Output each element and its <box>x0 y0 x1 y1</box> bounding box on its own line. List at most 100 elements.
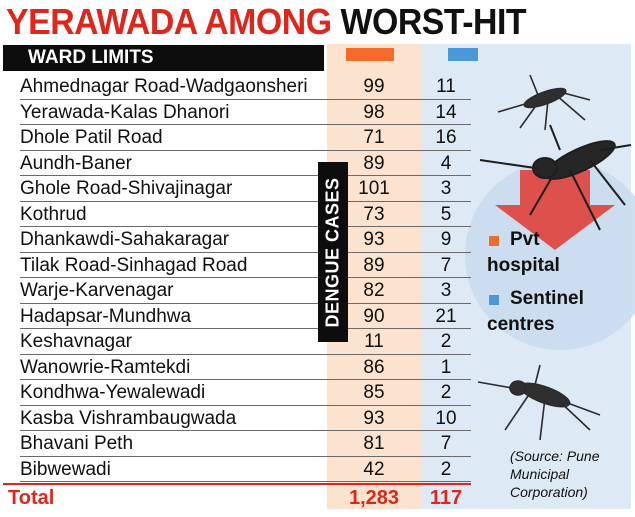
ward-name: Kothrud <box>20 203 87 225</box>
table-row: Hadapsar-Mundhwa 90 21 <box>0 304 631 330</box>
legend-sentinel-line1: Sentinel <box>510 288 584 309</box>
ward-name: Bibwewadi <box>20 458 111 480</box>
sentinel-value: 4 <box>440 152 452 174</box>
ward-name: Keshavnagar <box>20 331 132 352</box>
sentinel-value: 9 <box>440 229 452 250</box>
mosquito-icon <box>479 124 632 231</box>
table-row: Warje-Karvenagar 82 3 <box>0 278 631 304</box>
sentinel-value: 2 <box>440 382 452 403</box>
row-divider <box>20 353 471 355</box>
dengue-cases-label: DENGUE CASES <box>318 162 348 342</box>
table-row: Kasba Vishrambaugwada 93 10 <box>0 406 631 432</box>
legend-sentinel-swatch <box>489 295 499 305</box>
source-note: (Source: Pune Municipal Corporation) <box>510 448 600 500</box>
table-row: Ghole Road-Shivajinagar 101 3 <box>0 176 631 202</box>
pvt-value: 99 <box>363 76 385 97</box>
ward-name: Yerawada-Kalas Dhanori <box>20 101 230 123</box>
table-row: Tilak Road-Sinhagad Road 89 7 <box>0 253 631 279</box>
sentinel-value: 2 <box>440 331 452 352</box>
legend-sentinel-line2: centres <box>487 314 555 335</box>
legend-pvt-line2: hospital <box>487 255 560 276</box>
total-sentinel: 117 <box>429 487 463 509</box>
row-divider <box>20 328 471 329</box>
ward-name: Bhavani Peth <box>20 433 134 454</box>
pvt-value: 11 <box>364 331 384 352</box>
sentinel-value: 10 <box>435 407 457 429</box>
sentinel-value: 11 <box>436 76 456 97</box>
total-label: Total <box>8 487 55 509</box>
row-divider <box>20 379 471 380</box>
sentinel-value: 3 <box>440 280 452 301</box>
sentinel-value: 2 <box>440 458 452 480</box>
ward-name: Kondhwa-Yewalewadi <box>20 382 206 403</box>
table-row: Bhavani Peth 81 7 <box>0 431 631 457</box>
ward-name: Warje-Karvenagar <box>20 280 174 301</box>
mosquito-icon <box>477 364 601 441</box>
row-divider <box>20 404 471 406</box>
row-divider <box>20 481 471 482</box>
pvt-value: 73 <box>363 203 385 225</box>
sentinel-value: 14 <box>435 101 457 123</box>
pvt-header-swatch <box>346 48 394 61</box>
sentinel-value: 1 <box>440 356 452 378</box>
title-part-black: WORST-HIT <box>340 1 527 42</box>
row-divider <box>20 98 471 100</box>
table-row: Bibwewadi 42 2 <box>0 457 631 483</box>
table-row: Ahmednagar Road-Wadgaonsheri 99 11 <box>0 74 631 100</box>
row-divider <box>20 175 471 176</box>
row-divider <box>20 251 471 253</box>
table-row: Dhankawdi-Sahakaragar 93 9 <box>0 227 631 253</box>
table-row: Yerawada-Kalas Dhanori 98 14 <box>0 100 631 126</box>
table-row: Keshavnagar 11 2 <box>0 329 631 355</box>
ward-limits-header: WARD LIMITS <box>3 45 324 71</box>
pvt-value: 42 <box>363 458 385 480</box>
pvt-value: 93 <box>363 407 385 429</box>
title-part-red: YERAWADA AMONG <box>6 1 332 42</box>
ward-name: Tilak Road-Sinhagad Road <box>20 254 248 276</box>
legend-pvt-swatch <box>489 236 499 246</box>
arrow-icon <box>495 170 615 250</box>
pvt-value: 93 <box>363 229 385 250</box>
table-row: Dhole Patil Road 71 16 <box>0 125 631 151</box>
row-divider <box>20 149 471 151</box>
legend-pvt-line1: Pvt <box>510 229 540 250</box>
row-divider <box>20 200 471 202</box>
ward-name: Ghole Road-Shivajinagar <box>20 178 233 199</box>
pvt-value: 90 <box>363 305 385 327</box>
ward-name: Wanowrie-Ramtekdi <box>20 356 191 378</box>
table-row: Aundh-Baner 89 4 <box>0 151 631 177</box>
sentinel-value: 7 <box>440 433 452 454</box>
total-divider <box>3 483 471 485</box>
ward-name: Ahmednagar Road-Wadgaonsheri <box>20 76 308 97</box>
pvt-value: 89 <box>363 254 385 276</box>
sentinel-value: 21 <box>435 305 457 327</box>
mosquito-icon <box>497 74 591 131</box>
pvt-value: 82 <box>363 280 385 301</box>
pvt-value: 89 <box>363 152 385 174</box>
pvt-value: 86 <box>363 356 385 378</box>
row-divider <box>20 277 471 278</box>
ward-name: Kasba Vishrambaugwada <box>20 407 237 429</box>
sentinel-header-swatch <box>448 48 478 61</box>
table-row: Kothrud 73 5 <box>0 202 631 228</box>
sentinel-value: 3 <box>440 178 452 199</box>
pvt-value: 101 <box>358 178 390 199</box>
pvt-value: 98 <box>363 101 385 123</box>
page-title: YERAWADA AMONG WORST-HIT <box>6 2 594 42</box>
pvt-value: 85 <box>363 382 385 403</box>
pvt-value: 81 <box>363 433 385 454</box>
dengue-cases-text: DENGUE CASES <box>322 176 343 328</box>
row-divider <box>20 430 471 431</box>
row-divider <box>20 226 471 227</box>
sentinel-value: 7 <box>440 254 452 276</box>
total-pvt: 1,283 <box>348 487 400 509</box>
row-divider <box>20 455 471 457</box>
row-divider <box>20 124 471 125</box>
ward-name: Dhole Patil Road <box>20 127 163 148</box>
ward-name: Aundh-Baner <box>20 152 132 174</box>
row-divider <box>20 302 471 304</box>
sentinel-value: 5 <box>440 203 452 225</box>
table-row: Wanowrie-Ramtekdi 86 1 <box>0 355 631 381</box>
total-row: Total 1,283 117 <box>0 486 631 512</box>
pvt-value: 71 <box>363 127 385 148</box>
